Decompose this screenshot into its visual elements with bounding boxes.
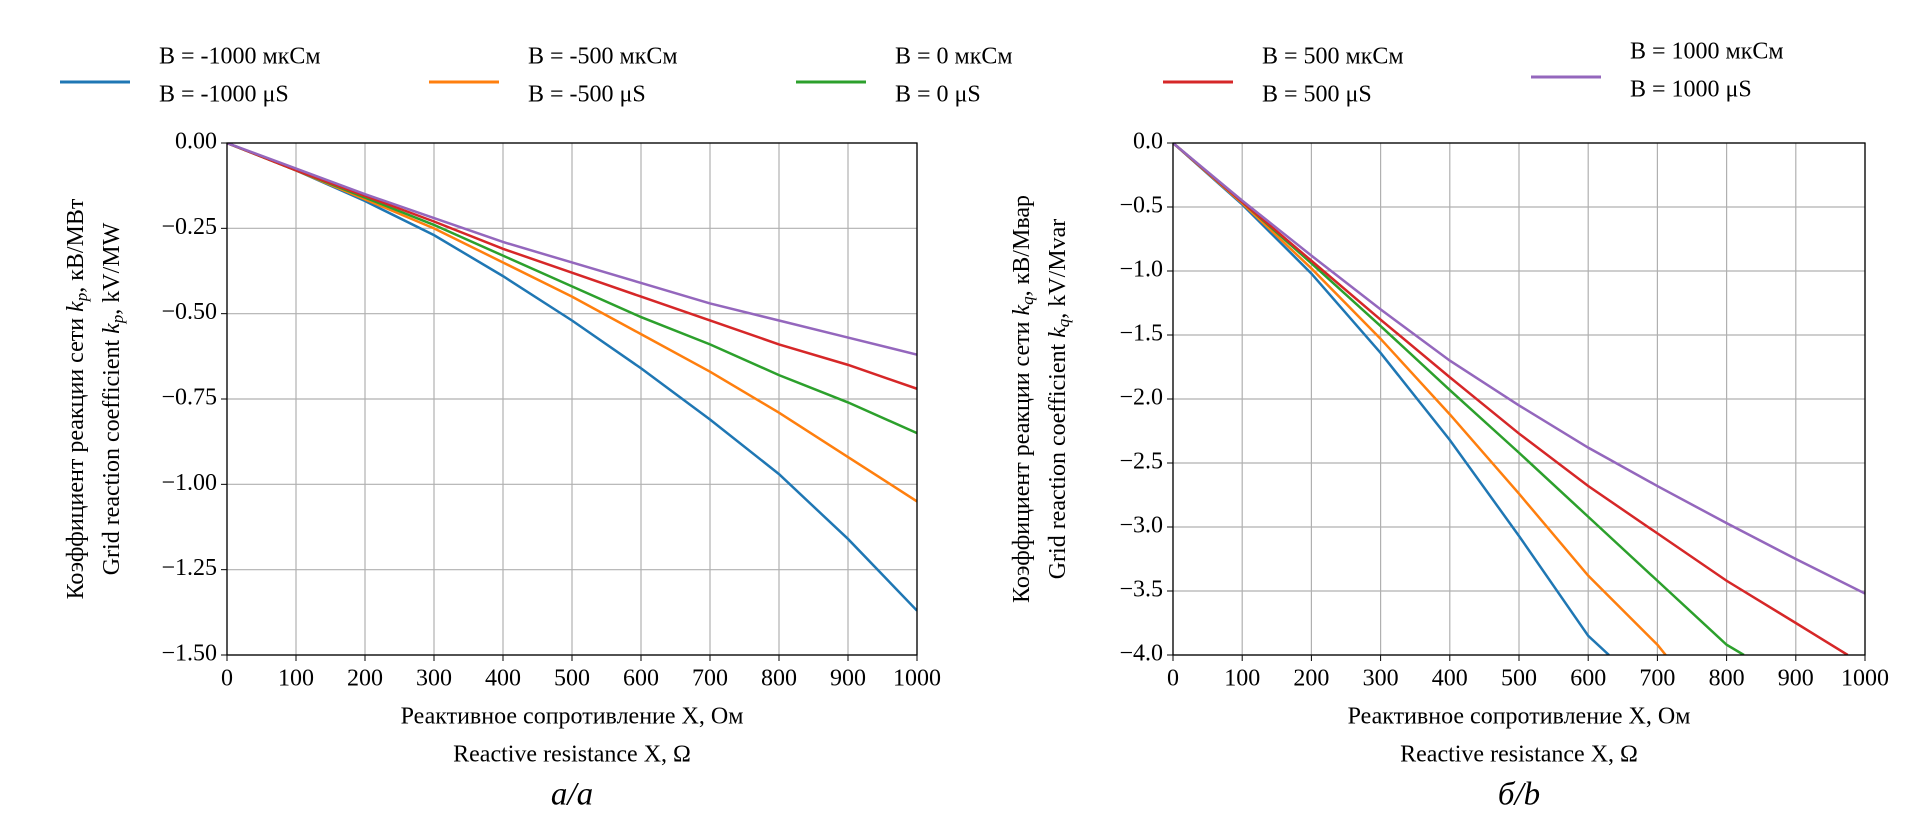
x-tick-label: 800 — [1709, 666, 1745, 692]
legend-label: B = 0 μS — [895, 82, 981, 108]
y-label-text: Коэффициент реакции сети — [63, 312, 89, 599]
x-tick-label: 700 — [692, 666, 728, 692]
y-label-subscript: p — [108, 315, 127, 325]
y-tick-label: −1.00 — [161, 470, 217, 496]
x-axis-label: Reactive resistance X, Ω — [453, 742, 691, 768]
x-tick-label: 900 — [830, 666, 866, 692]
legend-label: B = -1000 мкСм — [159, 44, 321, 70]
x-tick-label: 600 — [1570, 666, 1606, 692]
y-tick-label: −1.50 — [161, 641, 217, 667]
legend-label: B = 0 мкСм — [895, 44, 1013, 70]
x-tick-label: 0 — [221, 666, 233, 692]
y-tick-label: −0.50 — [161, 299, 217, 325]
series-line — [1173, 143, 1610, 655]
y-tick-label: −1.0 — [1119, 257, 1163, 283]
legend-label: B = -500 μS — [528, 82, 646, 108]
x-tick-label: 900 — [1778, 666, 1814, 692]
y-label-text: Коэффициент реакции сети — [1009, 316, 1035, 603]
series-line — [1173, 143, 1667, 655]
x-tick-label: 1000 — [893, 666, 941, 692]
y-axis-label: Grid reaction coefficient kq, kV/Mvar — [1045, 219, 1073, 580]
x-tick-label: 200 — [347, 666, 383, 692]
x-tick-label: 0 — [1167, 666, 1179, 692]
x-tick-label: 600 — [623, 666, 659, 692]
x-tick-label: 400 — [1432, 666, 1468, 692]
y-label-text: , kV/Mvar — [1045, 219, 1071, 319]
y-label-text: , кВ/Мвар — [1009, 195, 1035, 296]
x-tick-label: 100 — [278, 666, 314, 692]
series-line — [1173, 143, 1865, 595]
x-tick-label: 500 — [554, 666, 590, 692]
y-tick-label: 0.00 — [175, 129, 217, 155]
x-tick-label: 100 — [1224, 666, 1260, 692]
x-axis-label: Reactive resistance X, Ω — [1400, 742, 1638, 768]
y-tick-label: −1.25 — [161, 555, 217, 581]
x-tick-label: 800 — [761, 666, 797, 692]
chart: 0 100 200 300 400 500 600 700 800 900 1000 0.0 −0.5 −… — [1009, 129, 1890, 813]
y-label-subscript: q — [1018, 296, 1037, 305]
y-label-text: , kV/MW — [99, 222, 125, 314]
y-tick-label: −2.0 — [1119, 385, 1163, 411]
y-tick-label: −3.0 — [1119, 513, 1163, 539]
legend-label: B = 1000 μS — [1630, 77, 1752, 103]
x-tick-label: 1000 — [1841, 666, 1889, 692]
y-label-subscript: p — [72, 293, 91, 303]
y-label-symbol: k — [1045, 327, 1071, 338]
y-tick-label: −2.5 — [1119, 449, 1163, 475]
legend-label: B = 500 мкСм — [1262, 44, 1404, 70]
x-tick-label: 300 — [416, 666, 452, 692]
y-tick-label: −0.25 — [161, 214, 217, 240]
legend-label: B = 500 μS — [1262, 82, 1372, 108]
plot-frame — [226, 142, 918, 656]
y-label-symbol: k — [99, 323, 125, 334]
x-axis-label: Реактивное сопротивление X, Ом — [401, 704, 744, 730]
y-tick-label: 0.0 — [1133, 129, 1163, 155]
plot-frame — [1172, 142, 1866, 656]
chart: 0 100 200 300 400 500 600 700 800 900 1000 0.00 −0.2… — [63, 129, 942, 813]
legend-label: B = -1000 μS — [159, 82, 289, 108]
caption: б/b — [1498, 777, 1540, 813]
y-label-text: Grid reaction coefficient — [99, 334, 125, 575]
x-tick-label: 200 — [1293, 666, 1329, 692]
y-axis-label: Grid reaction coefficient kp, kV/MW — [99, 222, 127, 575]
x-tick-label: 500 — [1501, 666, 1537, 692]
x-tick-label: 700 — [1639, 666, 1675, 692]
series-line — [227, 143, 917, 390]
caption: а/a — [551, 777, 593, 813]
legend-label: B = -500 мкСм — [528, 44, 678, 70]
y-tick-label: −4.0 — [1119, 641, 1163, 667]
y-label-subscript: q — [1054, 318, 1073, 327]
x-axis-label: Реактивное сопротивление X, Ом — [1348, 704, 1691, 730]
series-line — [227, 143, 917, 356]
legend-label: B = 1000 мкСм — [1630, 39, 1784, 65]
x-tick-label: 300 — [1363, 666, 1399, 692]
series-line — [1173, 143, 1849, 655]
y-axis-label: Коэффициент реакции сети kq, кВ/Мвар — [1009, 195, 1037, 603]
y-tick-label: −3.5 — [1119, 577, 1163, 603]
y-tick-label: −0.75 — [161, 385, 217, 411]
y-label-text: , кВ/МВт — [63, 198, 89, 293]
x-tick-label: 400 — [485, 666, 521, 692]
y-axis-label: Коэффициент реакции сети kp, кВ/МВт — [63, 198, 91, 599]
y-label-symbol: k — [63, 301, 89, 312]
y-label-text: Grid reaction coefficient — [1045, 338, 1071, 579]
y-tick-label: −0.5 — [1119, 193, 1163, 219]
y-label-symbol: k — [1009, 305, 1035, 316]
y-tick-label: −1.5 — [1119, 321, 1163, 347]
